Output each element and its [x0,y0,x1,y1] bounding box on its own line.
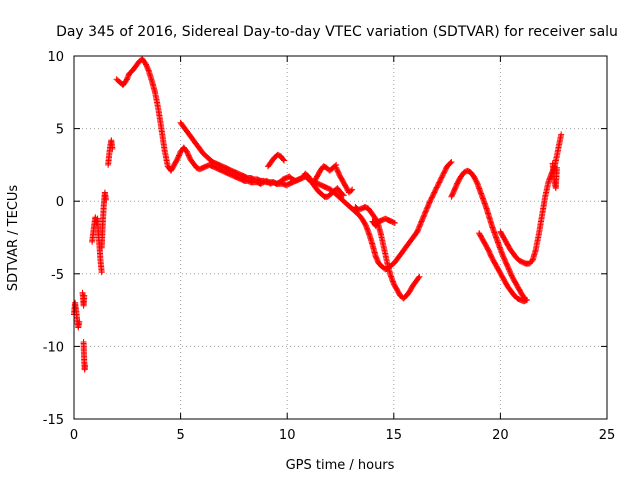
data-point [281,157,287,164]
data-point [415,226,422,233]
x-tick-label: 20 [492,428,509,443]
x-tick-label: 25 [599,428,616,443]
data-point [82,362,89,369]
data-point [349,186,356,193]
data-point [415,274,422,281]
data-point [98,269,105,276]
marks-layer [71,55,565,373]
x-tick-label: 15 [386,428,403,443]
y-tick-label: 10 [47,50,64,65]
data-point [280,156,287,163]
data-point [419,217,425,224]
data-point [348,187,355,194]
data-point [553,164,560,171]
y-tick-label: 5 [56,123,64,138]
y-tick-label: -15 [43,413,64,428]
data-point [391,220,398,226]
data-point [76,318,83,325]
y-tick-label: -10 [43,340,64,355]
chart-title: Day 345 of 2016, Sidereal Day-to-day VTE… [56,24,618,40]
plot-frame [73,55,608,420]
x-tick-label: 5 [176,428,184,443]
data-point [340,192,347,199]
data-point [109,145,116,152]
x-tick-label: 10 [279,428,296,443]
data-point [448,159,455,165]
data-point [558,131,565,138]
data-point [339,191,346,198]
data-point [417,221,424,228]
y-tick-label: 0 [56,195,64,210]
x-axis-label: GPS time / hours [286,458,395,473]
data-point [103,196,109,203]
y-tick-label: -5 [51,268,64,283]
x-tick-label: 0 [70,428,78,443]
y-axis-label: SDTVAR / TECUs [6,185,21,292]
data-point [447,159,454,166]
data-point [81,292,88,299]
ticks-layer: 0 5 10 15 20 25 -15 -10 -5 0 5 10 [43,50,616,443]
data-point [524,296,530,303]
data-point [416,273,423,280]
